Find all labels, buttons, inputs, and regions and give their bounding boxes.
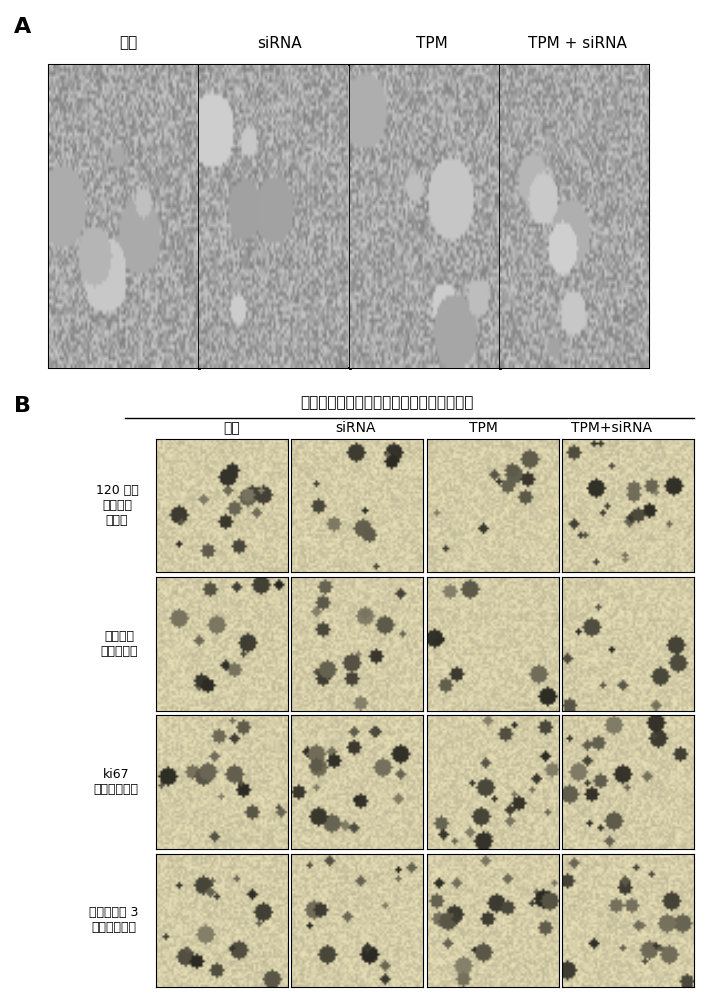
Text: TPM: TPM <box>416 36 448 51</box>
Text: 对照: 对照 <box>223 421 240 435</box>
Text: TPM+siRNA: TPM+siRNA <box>571 421 652 435</box>
Text: ki67
（增殖指数）: ki67 （增殖指数） <box>93 768 138 796</box>
Text: 120 小时
凋亡蛋白
（总）: 120 小时 凋亡蛋白 （总） <box>96 484 138 527</box>
Text: TPM+siRNA: TPM+siRNA <box>506 72 563 82</box>
Text: 肿瘾的分子和细胞药效学（免疫组织化学）: 肿瘾的分子和细胞药效学（免疫组织化学） <box>300 396 474 411</box>
Text: siRNA 对照: siRNA 对照 <box>204 72 248 82</box>
Text: 对照: 对照 <box>119 36 137 51</box>
Text: 对照: 对照 <box>54 72 66 82</box>
Text: siRNA: siRNA <box>336 421 376 435</box>
Text: TPM: TPM <box>355 72 376 82</box>
Text: TPM + siRNA: TPM + siRNA <box>527 36 627 51</box>
Text: 半光天冬酶 3
（细胞凋亡）: 半光天冬酶 3 （细胞凋亡） <box>89 906 138 934</box>
Text: siRNA: siRNA <box>257 36 302 51</box>
Bar <box>49 65 649 368</box>
Text: 凋亡蛋白
（细胞核）: 凋亡蛋白 （细胞核） <box>101 630 138 658</box>
Text: A: A <box>14 17 31 37</box>
Text: TPM: TPM <box>470 421 498 435</box>
Text: B: B <box>14 396 31 416</box>
